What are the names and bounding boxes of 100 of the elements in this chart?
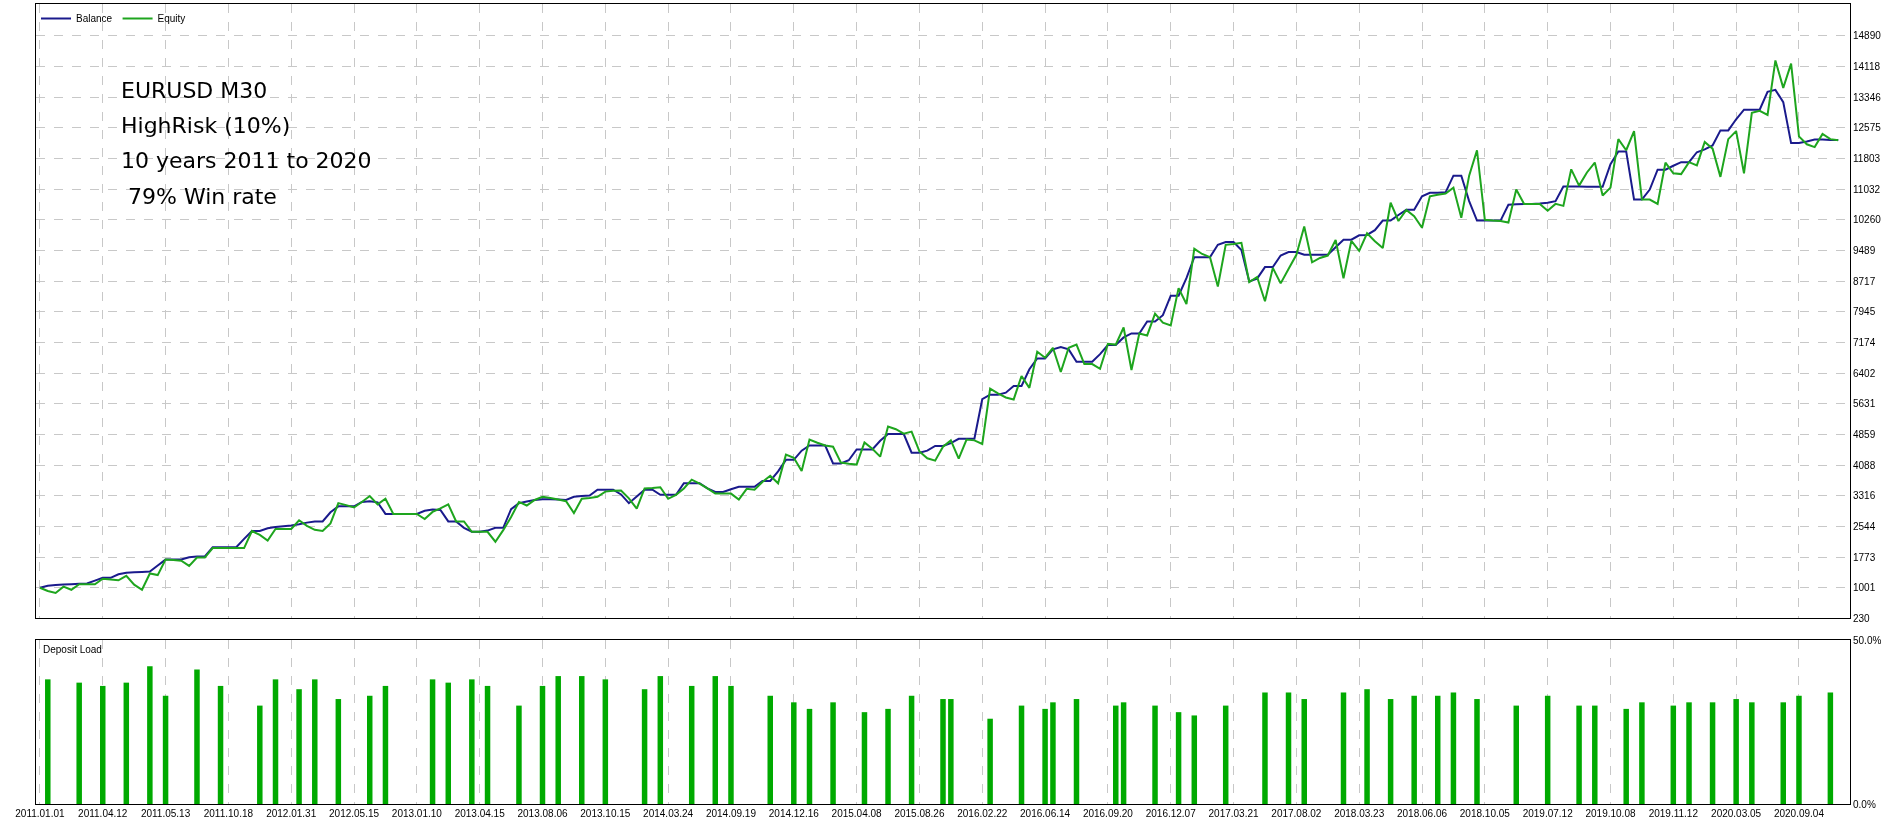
bar	[806, 708, 813, 804]
bar	[516, 705, 522, 804]
bar	[194, 669, 200, 804]
annotation: 79% Win rate	[121, 184, 277, 209]
bar	[162, 695, 169, 804]
bar	[296, 689, 302, 804]
bar	[1709, 702, 1716, 804]
y-tick-label: 13346	[1853, 91, 1882, 103]
bar	[728, 685, 734, 804]
y-tick-label: 9489	[1853, 244, 1876, 256]
bar	[1474, 699, 1480, 804]
bar	[312, 679, 318, 804]
x-tick-label: 2018.03.23	[1334, 808, 1385, 819]
x-tick-label: 2013.01.10	[391, 808, 443, 819]
x-tick-label: 2019.11.12	[1648, 808, 1699, 819]
y-tick-label: 7945	[1853, 306, 1876, 318]
y-tick-label: 14118	[1853, 60, 1881, 72]
bar	[429, 679, 436, 804]
x-tick-label: 2019.10.08	[1585, 808, 1636, 819]
bar	[1018, 705, 1025, 804]
y-tick-label: 4859	[1853, 428, 1876, 440]
bar	[1623, 708, 1629, 804]
x-tick-label: 2011.10.18	[203, 808, 254, 819]
bar	[1073, 699, 1080, 804]
x-tick-label: 2014.09.19	[705, 808, 757, 819]
x-tick-label: 2014.03.24	[643, 808, 694, 819]
bar	[76, 682, 82, 804]
bar	[555, 676, 561, 804]
bar	[579, 676, 585, 804]
bar	[602, 679, 609, 804]
bar	[1434, 695, 1441, 804]
annotation: 10 years 2011 to 2020	[121, 148, 372, 173]
bar	[688, 685, 695, 804]
bar	[1796, 695, 1802, 804]
x-tick-label: 2015.04.08	[831, 808, 883, 819]
x-tick-label: 2016.09.20	[1082, 808, 1134, 819]
bar	[382, 685, 389, 804]
bar	[257, 705, 263, 804]
bar	[767, 695, 773, 804]
bar	[1175, 712, 1182, 804]
bar	[1050, 702, 1056, 804]
bar	[1285, 692, 1292, 804]
x-tick-label: 2011.05.13	[140, 808, 191, 819]
legend-label: Balance	[76, 13, 113, 25]
bar	[1513, 705, 1519, 804]
bar	[908, 695, 915, 804]
bar	[1592, 705, 1598, 804]
bar	[1733, 699, 1739, 804]
bar	[940, 699, 946, 804]
bar	[1113, 705, 1119, 804]
annotation: HighRisk (10%)	[121, 113, 291, 138]
bar	[791, 702, 797, 804]
bar	[123, 682, 130, 804]
bar	[1042, 708, 1048, 804]
bar	[1670, 705, 1677, 804]
x-tick-label: 2011.01.01	[15, 808, 66, 819]
x-tick-label: 2020.03.05	[1711, 808, 1762, 819]
bar	[1152, 705, 1158, 804]
x-tick-label: 2011.04.12	[78, 808, 128, 819]
bar	[147, 666, 153, 804]
y-tick-label: 7174	[1853, 336, 1876, 348]
x-tick-label: 2017.03.21	[1208, 808, 1260, 819]
chart-title: Deposit Load	[43, 644, 102, 655]
bar	[1387, 699, 1394, 804]
y-tick-label: 8717	[1853, 275, 1876, 287]
y-tick-label: 4088	[1853, 459, 1876, 471]
bar	[1544, 695, 1551, 804]
bar	[830, 702, 836, 804]
bar	[45, 679, 51, 804]
y-tick-label: 6402	[1853, 367, 1876, 379]
y-tick-label: 10260	[1853, 214, 1882, 226]
bar	[657, 676, 664, 804]
x-tick-label: 2016.06.14	[1020, 808, 1071, 819]
bar	[1301, 699, 1307, 804]
y-tick-label: 11032	[1853, 183, 1881, 195]
x-tick-label: 2012.01.31	[266, 808, 317, 819]
bar	[641, 689, 648, 804]
bar	[367, 695, 373, 804]
bar	[1827, 692, 1834, 804]
bar	[539, 685, 546, 804]
y-tick-label: 1001	[1853, 582, 1876, 594]
bar	[1191, 715, 1198, 804]
y-tick-label: 12575	[1853, 122, 1882, 134]
bar	[861, 712, 868, 804]
x-tick-label: 2015.08.26	[894, 808, 945, 819]
x-tick-label: 2013.04.15	[454, 808, 506, 819]
bar	[272, 679, 279, 804]
bar	[1639, 702, 1645, 804]
bar	[1120, 702, 1127, 804]
x-tick-label: 2019.07.12	[1522, 808, 1574, 819]
bar	[1749, 702, 1755, 804]
bar	[335, 699, 342, 804]
bar	[1340, 692, 1347, 804]
bar	[1411, 695, 1417, 804]
x-tick-label: 2017.08.02	[1271, 808, 1322, 819]
x-tick-label: 2016.02.22	[957, 808, 1008, 819]
bar	[1450, 692, 1457, 804]
bar	[100, 685, 106, 804]
x-tick-label: 2016.12.07	[1145, 808, 1197, 819]
y-tick-label: 3316	[1853, 490, 1876, 502]
